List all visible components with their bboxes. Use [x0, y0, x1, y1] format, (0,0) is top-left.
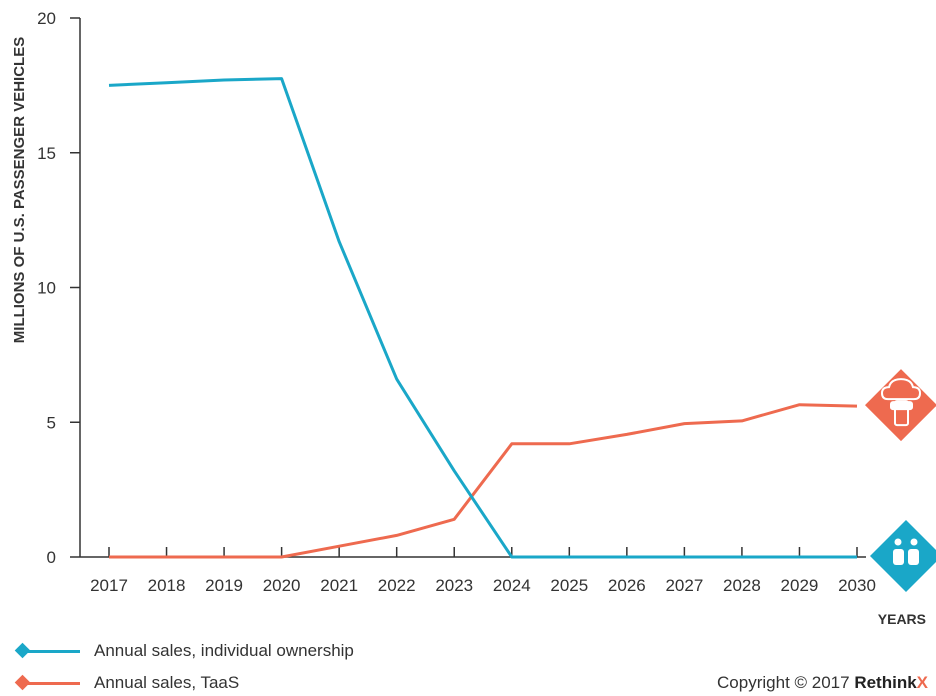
legend-swatch-individual: [14, 642, 80, 659]
x-axis-label: YEARS: [878, 611, 926, 627]
cloud-shape: [880, 378, 922, 401]
y-tick-label: 10: [37, 279, 56, 298]
x-tick-label: 2019: [205, 576, 243, 595]
y-tick-label: 5: [47, 413, 56, 432]
x-tick-label: 2030: [838, 576, 876, 595]
series-line-individual: [108, 77, 857, 559]
legend-item-individual: Annual sales, individual ownership: [14, 641, 354, 661]
x-tick-label: 2023: [435, 576, 473, 595]
x-tick-label: 2022: [378, 576, 416, 595]
legend-item-taas: Annual sales, TaaS: [14, 673, 240, 693]
y-ticks: 0 5 10 15 20: [37, 9, 80, 567]
x-tick-label: 2021: [320, 576, 358, 595]
series-group: [108, 77, 858, 559]
car-shape-right: [908, 549, 919, 565]
end-icons: [865, 369, 936, 592]
car-shape: [890, 401, 913, 411]
x-tick-label: 2025: [550, 576, 588, 595]
shared-vehicles-icon: [870, 520, 936, 592]
brand-name: Rethink: [854, 673, 917, 692]
legend-swatch-taas: [14, 674, 80, 691]
axes: [79, 18, 866, 558]
x-tick-label: 2028: [723, 576, 761, 595]
copyright-text: Copyright © 2017: [717, 673, 855, 692]
y-tick-label: 0: [47, 548, 56, 567]
x-tick-label: 2024: [493, 576, 531, 595]
legend-label-individual: Annual sales, individual ownership: [94, 641, 354, 660]
legend-label-taas: Annual sales, TaaS: [94, 673, 240, 692]
brand-x: X: [916, 673, 928, 692]
car-on-phone-icon: [865, 369, 936, 442]
series-line-taas: [109, 403, 858, 559]
x-tick-label: 2017: [90, 576, 128, 595]
x-tick-label: 2027: [665, 576, 703, 595]
person-head-left: [894, 538, 902, 546]
y-tick-label: 15: [37, 144, 56, 163]
x-tick-label: 2020: [263, 576, 301, 595]
copyright: Copyright © 2017 RethinkX: [717, 673, 928, 693]
person-head-right: [910, 538, 918, 546]
x-tick-label: 2018: [148, 576, 186, 595]
x-tick-label: 2026: [608, 576, 646, 595]
x-tick-label: 2029: [781, 576, 819, 595]
x-ticks: 2017 2018 2019 2020 2021 2022 2023 2024 2025 2026…: [90, 547, 876, 595]
car-shape-left: [893, 549, 904, 565]
y-tick-label: 20: [37, 9, 56, 28]
y-axis-label: MILLIONS OF U.S. PASSENGER VEHICLES: [11, 37, 28, 343]
